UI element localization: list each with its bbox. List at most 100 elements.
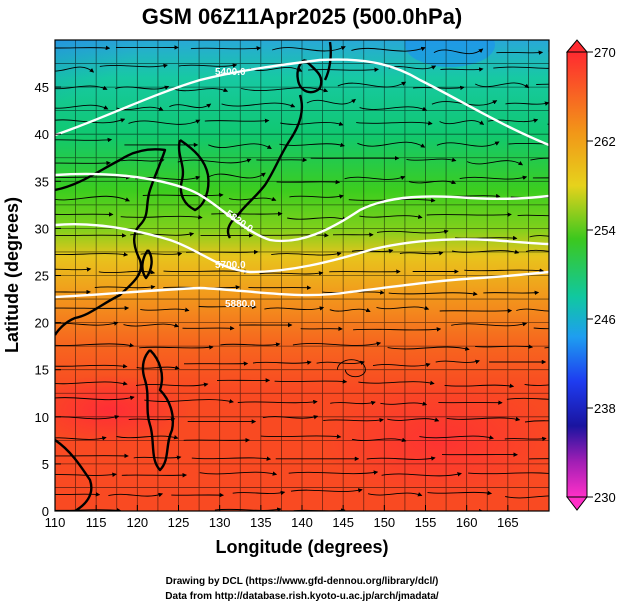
x-tick-label: 165 xyxy=(497,515,519,530)
x-tick-label: 110 xyxy=(45,515,66,530)
coastline-borneo xyxy=(55,439,93,511)
credit-data: Data from http://database.rish.kyoto-u.a… xyxy=(165,591,439,602)
streamline xyxy=(55,507,122,511)
streamline xyxy=(439,308,513,314)
streamline xyxy=(272,46,346,52)
streamline xyxy=(123,323,180,328)
streamline xyxy=(433,48,484,55)
streamline xyxy=(388,291,478,297)
streamline xyxy=(329,307,371,313)
x-tick-label: 125 xyxy=(168,515,190,530)
streamline xyxy=(359,214,423,219)
streamline xyxy=(435,359,480,364)
streamline xyxy=(377,229,449,234)
streamline xyxy=(366,456,436,461)
coastline-sakhalin xyxy=(323,41,332,81)
streamline xyxy=(221,102,296,108)
streamline xyxy=(330,400,376,406)
streamline xyxy=(517,214,549,217)
streamline xyxy=(353,327,442,332)
coastline-hokkaido xyxy=(296,58,323,94)
streamline xyxy=(408,179,457,185)
streamline xyxy=(116,435,179,440)
streamline xyxy=(440,67,484,72)
streamline xyxy=(406,157,457,162)
cold-anomaly-ne xyxy=(405,40,495,67)
streamline xyxy=(139,345,214,350)
y-axis: 0 5 10 15 20 25 30 35 40 45 xyxy=(35,80,61,519)
streamline xyxy=(169,103,212,108)
streamline xyxy=(208,172,266,179)
streamline xyxy=(506,397,549,400)
streamline xyxy=(186,249,259,255)
streamline xyxy=(459,175,528,180)
colorbar-scale xyxy=(566,51,588,498)
streamline xyxy=(55,233,127,238)
streamline xyxy=(199,471,278,476)
streamline xyxy=(220,342,281,347)
streamline xyxy=(376,305,430,311)
colorbar-tick-label: 246 xyxy=(594,312,616,327)
streamline xyxy=(55,321,119,326)
streamline xyxy=(190,46,262,51)
streamline xyxy=(55,252,129,257)
x-tick-label: 155 xyxy=(415,515,437,530)
streamline xyxy=(120,214,203,220)
streamline xyxy=(204,118,270,124)
colorbar-top-arrow xyxy=(565,39,589,53)
streamline xyxy=(413,85,465,91)
streamline xyxy=(381,472,462,477)
streamline-vortex xyxy=(336,359,366,378)
contour-label-5700: 5700.0 xyxy=(215,260,246,271)
streamline xyxy=(108,492,164,498)
streamline xyxy=(487,118,539,123)
streamline xyxy=(468,472,549,475)
height-contours xyxy=(55,58,549,299)
coastline-philippines xyxy=(141,349,174,472)
streamline xyxy=(483,290,540,296)
x-tick-label: 150 xyxy=(373,515,395,530)
streamline xyxy=(524,420,549,423)
streamline xyxy=(505,101,549,106)
streamline xyxy=(529,235,549,238)
streamline xyxy=(178,63,238,68)
streamline xyxy=(55,66,95,73)
y-tick-label: 15 xyxy=(35,363,49,378)
streamline xyxy=(387,346,470,351)
colorbar: 270 262 254 246 238 230 xyxy=(565,39,616,511)
streamline xyxy=(439,120,485,125)
streamline xyxy=(94,284,156,290)
streamline xyxy=(475,344,534,349)
credit-drawing: Drawing by DCL (https://www.gfd-dennou.o… xyxy=(166,576,439,587)
y-tick-label: 45 xyxy=(35,80,49,95)
streamline xyxy=(55,85,108,90)
contour-5400 xyxy=(55,58,549,147)
x-axis: 110 115 120 125 130 135 140 145 150 155 160 165 xyxy=(45,505,519,530)
streamline xyxy=(387,417,440,422)
streamline xyxy=(140,251,183,257)
streamline xyxy=(279,142,345,148)
streamline xyxy=(264,306,325,311)
streamline xyxy=(262,415,319,420)
streamline xyxy=(496,50,544,55)
streamline xyxy=(177,158,252,164)
coastlines xyxy=(55,41,332,511)
contour-5880 xyxy=(55,270,549,299)
y-tick-label: 30 xyxy=(35,221,49,236)
streamline xyxy=(292,341,382,346)
streamline xyxy=(288,470,379,475)
streamline xyxy=(128,119,201,125)
x-tick-label: 145 xyxy=(332,515,354,530)
streamline xyxy=(337,81,407,88)
streamline xyxy=(55,343,135,348)
contour-label-5400: 5400.0 xyxy=(215,67,246,78)
streamline xyxy=(323,417,384,423)
streamline xyxy=(525,249,549,252)
streamline xyxy=(287,216,347,221)
y-tick-label: 5 xyxy=(42,457,49,472)
streamline xyxy=(115,85,170,90)
x-axis-label: Longitude (degrees) xyxy=(215,537,388,557)
streamline xyxy=(359,106,428,111)
y-tick-label: 35 xyxy=(35,174,49,189)
